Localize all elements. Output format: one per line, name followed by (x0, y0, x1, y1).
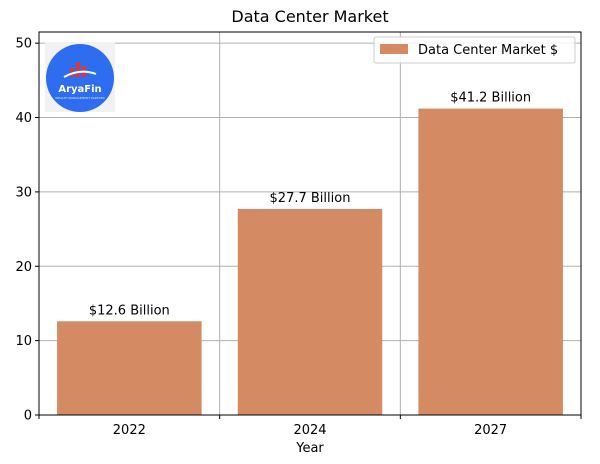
logo-bars-icon (63, 62, 97, 78)
y-tick-label: 30 (15, 185, 32, 200)
logo-circle (46, 44, 114, 112)
bar-2027 (418, 108, 563, 415)
legend-label: Data Center Market $ (418, 43, 558, 58)
legend-box (373, 36, 576, 64)
bar-2024 (237, 208, 383, 415)
x-tick-label: 2022 (113, 423, 146, 438)
legend-swatch (380, 44, 408, 54)
bar-value-label: $12.6 Billion (89, 303, 170, 318)
legend: Data Center Market $ (373, 36, 576, 64)
x-axis: 2022 2024 2027 (38, 415, 582, 438)
y-axis: 0 10 20 30 40 50 (15, 37, 39, 424)
aryafin-logo: AryaFin WEALTH MANAGEMENT PARTNER (45, 42, 115, 112)
chart-title: Data Center Market (231, 7, 388, 26)
logo-text: AryaFin (58, 84, 101, 95)
logo-tagline: WEALTH MANAGEMENT PARTNER (55, 96, 104, 100)
x-axis-label: Year (295, 441, 324, 456)
bar-labels: $12.6 Billion $27.7 Billion $41.2 Billion (89, 91, 531, 319)
x-tick-label: 2027 (474, 423, 507, 438)
y-tick-label: 50 (15, 37, 32, 52)
plot-frame (38, 31, 582, 416)
y-tick-label: 10 (15, 334, 32, 349)
bars (57, 108, 563, 415)
bar-value-label: $27.7 Billion (270, 191, 351, 206)
y-tick-label: 0 (24, 409, 32, 424)
y-tick-label: 20 (15, 260, 32, 275)
bar-2022 (57, 321, 202, 415)
bar-value-label: $41.2 Billion (450, 91, 531, 106)
y-tick-label: 40 (15, 111, 32, 126)
x-tick-label: 2024 (293, 423, 326, 438)
